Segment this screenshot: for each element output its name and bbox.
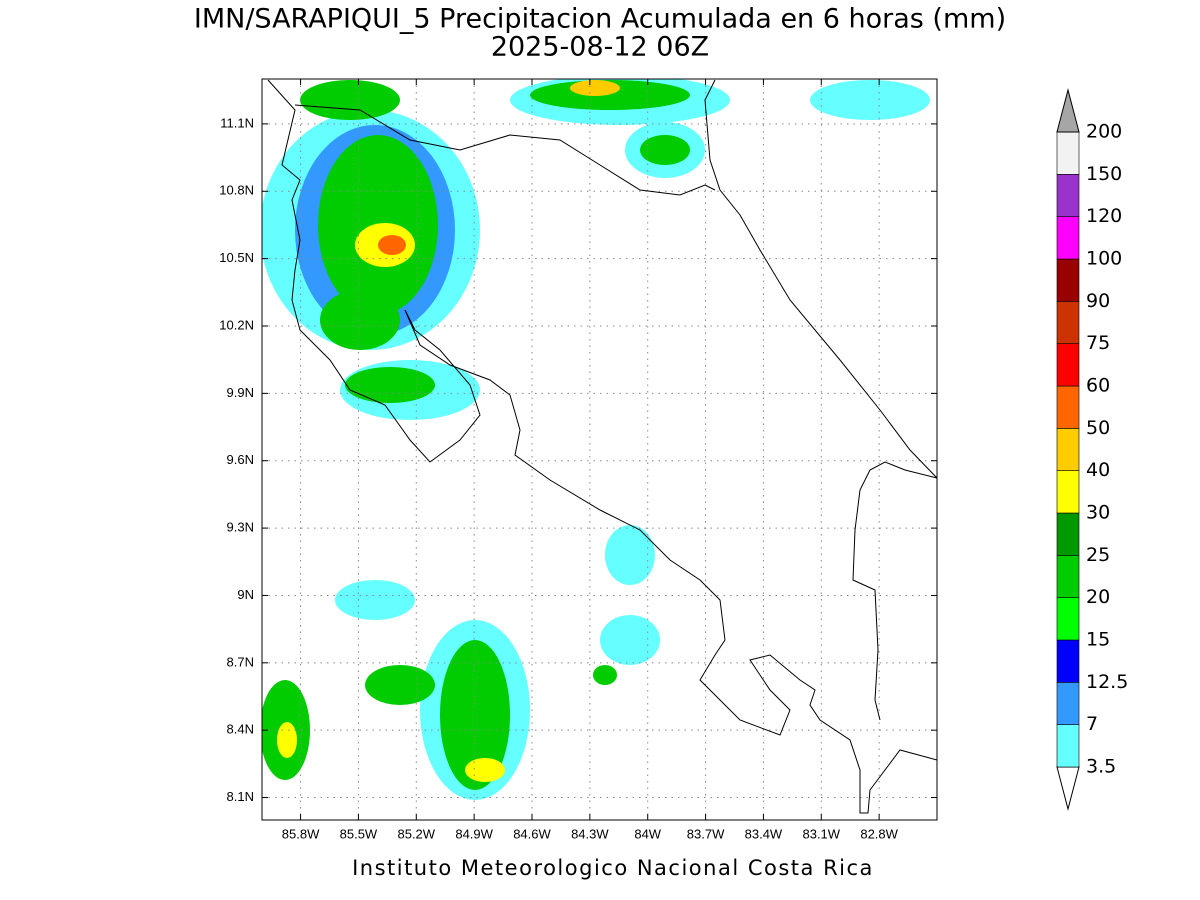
precipitation-field (262, 79, 930, 800)
lon-label: 83.1W (802, 826, 840, 841)
lat-label: 10.8N (219, 183, 254, 198)
colorbar-box (1056, 131, 1080, 175)
lat-label: 11.1N (220, 115, 254, 130)
colorbar-label: 200 (1086, 121, 1122, 143)
caribbean-coast (704, 79, 937, 479)
colorbar-box (1056, 216, 1080, 260)
colorbar-over (1056, 88, 1080, 133)
precip-area (320, 290, 400, 350)
precip-area (378, 235, 406, 255)
colorbar-box (1056, 174, 1080, 217)
precip-area (440, 640, 510, 790)
colorbar-label: 100 (1086, 248, 1122, 270)
lon-label: 84.6W (513, 826, 551, 841)
colorbar-label: 3.5 (1086, 756, 1116, 778)
lat-label: 8.4N (227, 722, 254, 737)
precip-area (593, 665, 617, 685)
precip-area (277, 722, 297, 758)
precip-area (335, 580, 415, 620)
precip-area (300, 80, 400, 120)
colorbar-label: 75 (1086, 332, 1110, 354)
title: IMN/SARAPIQUI_5 Precipitacion Acumulada … (194, 4, 1006, 35)
colorbar-box (1056, 555, 1080, 598)
colorbar-box (1056, 258, 1080, 302)
colorbar-box (1056, 597, 1080, 641)
precip-area (570, 80, 620, 96)
precip-area (530, 80, 690, 110)
lon-label: 85.2W (397, 826, 435, 841)
grid (262, 79, 937, 820)
colorbar-label: 12.5 (1086, 671, 1128, 693)
colorbar-label: 7 (1086, 713, 1098, 735)
colorbar-box (1056, 301, 1080, 344)
colorbar-label: 150 (1086, 163, 1122, 185)
colorbar-label: 40 (1086, 459, 1110, 481)
precip-area (605, 525, 655, 585)
lat-label: 10.5N (219, 250, 254, 265)
colorbar-label: 50 (1086, 417, 1110, 439)
colorbar-label: 15 (1086, 629, 1110, 651)
lon-label: 85.5W (340, 826, 378, 841)
colorbar-under (1056, 766, 1080, 811)
lat-label: 9.6N (227, 452, 254, 467)
nicaragua-border (294, 104, 716, 196)
lat-label: 10.2N (219, 317, 254, 332)
precip-area (365, 665, 435, 705)
lon-label: 84.3W (571, 826, 609, 841)
colorbar-box (1056, 724, 1080, 768)
precip-area (465, 758, 505, 782)
colorbar-label: 90 (1086, 290, 1110, 312)
precip-area (600, 615, 660, 665)
lon-label: 83.4W (745, 826, 783, 841)
precip-area (640, 135, 690, 165)
coastlines (267, 79, 937, 814)
colorbar-box (1056, 639, 1080, 683)
colorbar-box (1056, 385, 1080, 429)
lat-label: 8.7N (227, 654, 254, 669)
subtitle: 2025-08-12 06Z (491, 32, 709, 63)
colorbar-label: 20 (1086, 586, 1110, 608)
lon-label: 84W (634, 826, 661, 841)
lon-label: 83.7W (687, 826, 725, 841)
colorbar-box (1056, 682, 1080, 725)
lon-label: 82.8W (860, 826, 898, 841)
colorbar-label: 30 (1086, 502, 1110, 524)
colorbar-box (1056, 428, 1080, 471)
colorbar-label: 120 (1086, 205, 1122, 227)
map-frame (261, 78, 938, 821)
colorbar-box (1056, 343, 1080, 387)
colorbar-label: 60 (1086, 375, 1110, 397)
precip-area (810, 80, 930, 120)
footer: Instituto Meteorologico Nacional Costa R… (352, 856, 874, 880)
colorbar-box (1056, 512, 1080, 556)
colorbar-box (1056, 470, 1080, 514)
lat-label: 9N (237, 587, 254, 602)
lon-label: 84.9W (455, 826, 493, 841)
lat-label: 9.9N (227, 385, 254, 400)
lat-label: 8.1N (227, 789, 254, 804)
pacific-coast (267, 79, 937, 814)
lat-label: 9.3N (227, 520, 254, 535)
lon-label: 85.8W (282, 826, 320, 841)
precip-area (345, 367, 435, 403)
colorbar-label: 25 (1086, 544, 1110, 566)
panama-border (852, 461, 937, 721)
